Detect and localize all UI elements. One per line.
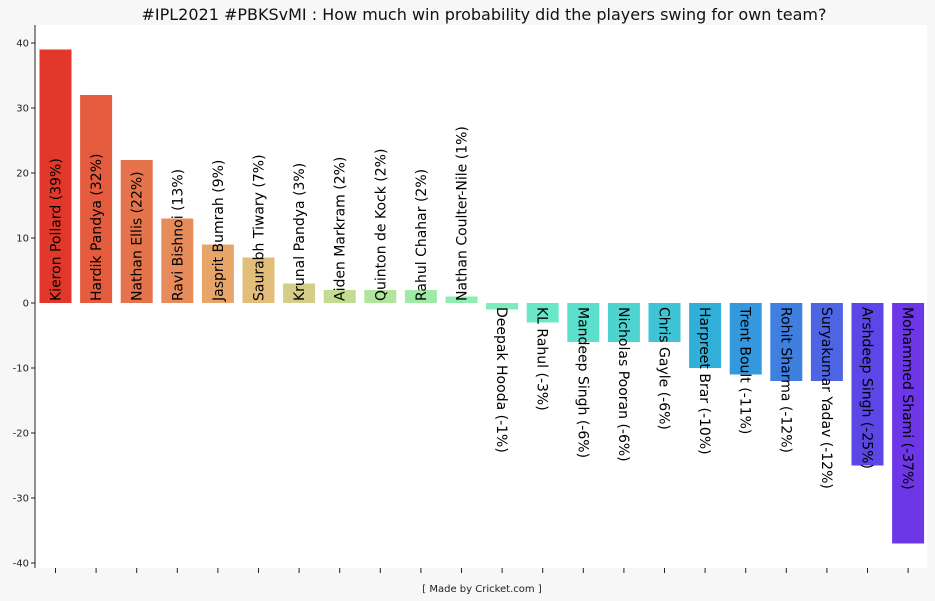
bar-label: KL Rahul (-3%)	[534, 307, 550, 411]
bar	[689, 303, 722, 368]
x-axis-label: [ Made by Cricket.com ]	[422, 584, 542, 595]
y-tick-label: -30	[13, 494, 29, 505]
bar-label: Nathan Ellis (22%)	[130, 171, 146, 301]
bar-label: Nathan Coulter-Nile (1%)	[455, 126, 471, 301]
chart-title: #IPL2021 #PBKSvMI : How much win probabi…	[141, 5, 826, 24]
bar-label: Kieron Pollard (39%)	[49, 158, 65, 301]
bar	[445, 296, 478, 303]
bar-label: Arshdeep Singh (-25%)	[859, 307, 875, 469]
bar	[201, 244, 234, 303]
bar	[242, 257, 275, 303]
bar-label: Jasprit Bumrah (9%)	[211, 160, 227, 302]
y-tick-label: 30	[16, 104, 29, 115]
y-tick-label: -10	[13, 364, 29, 375]
bar	[404, 290, 437, 303]
bar	[892, 303, 925, 544]
y-tick-label: 0	[23, 299, 29, 310]
bar	[486, 303, 519, 310]
bar	[364, 290, 397, 303]
bar-label: Nicholas Pooran (-6%)	[615, 307, 631, 462]
bar-label: Ravi Bishnoi (13%)	[170, 169, 186, 301]
y-tick-label: -20	[13, 429, 29, 440]
bar-label: Krunal Pandya (3%)	[292, 163, 308, 301]
bar-label: Chris Gayle (-6%)	[656, 307, 672, 430]
bar	[770, 303, 803, 381]
bar	[648, 303, 681, 342]
bar-label: Trent Boult (-11%)	[737, 306, 753, 434]
bar-label: Mandeep Singh (-6%)	[574, 307, 590, 458]
bar	[80, 95, 113, 303]
bar	[607, 303, 640, 342]
bar	[810, 303, 843, 381]
bar	[39, 49, 72, 303]
bar	[729, 303, 762, 375]
bar	[526, 303, 559, 323]
y-tick-label: -40	[13, 559, 29, 570]
bar-label: Quinton de Kock (2%)	[373, 149, 389, 301]
bar-label: Harpreet Brar (-10%)	[696, 307, 712, 455]
y-tick-label: 10	[16, 234, 29, 245]
bar-label: Suryakumar Yadav (-12%)	[818, 307, 834, 489]
bar-label: Deepak Hooda (-1%)	[493, 307, 509, 453]
bar-label: Rohit Sharma (-12%)	[777, 307, 793, 453]
y-tick-label: 40	[16, 39, 29, 50]
bar	[323, 290, 356, 303]
bar-label: Hardik Pandya (32%)	[89, 154, 105, 301]
bar	[161, 218, 194, 303]
bar-label: Aiden Markram (2%)	[333, 157, 349, 301]
bar	[567, 303, 600, 342]
bar	[851, 303, 884, 466]
bar	[120, 160, 153, 303]
y-tick-label: 20	[16, 169, 29, 180]
bar-label: Rahul Chahar (2%)	[414, 169, 430, 301]
bar	[283, 283, 316, 303]
bar-label: Saurabh Tiwary (7%)	[252, 154, 268, 301]
bar-label: Mohammed Shami (-37%)	[899, 307, 915, 490]
